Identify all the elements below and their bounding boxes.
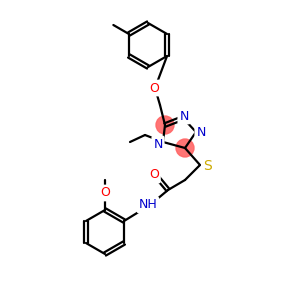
Text: O: O bbox=[100, 187, 110, 200]
Text: N: N bbox=[153, 137, 163, 151]
Circle shape bbox=[156, 116, 174, 134]
Text: NH: NH bbox=[139, 199, 158, 212]
Text: S: S bbox=[203, 159, 212, 173]
Text: N: N bbox=[179, 110, 189, 122]
Text: O: O bbox=[149, 82, 159, 94]
Text: N: N bbox=[196, 125, 206, 139]
Text: O: O bbox=[149, 169, 159, 182]
Circle shape bbox=[176, 139, 194, 157]
